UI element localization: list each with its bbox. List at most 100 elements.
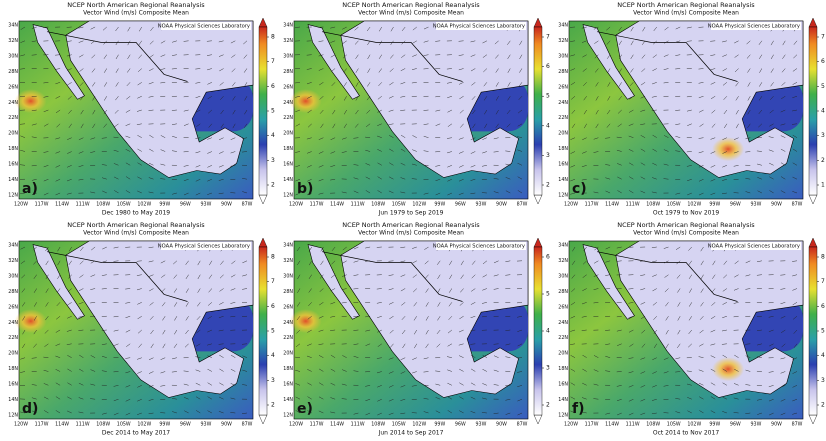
wind-arrow bbox=[792, 316, 798, 320]
wind-max bbox=[712, 137, 745, 162]
wind-arrow bbox=[342, 246, 347, 251]
wind-arrow bbox=[780, 123, 786, 126]
wind-arrow bbox=[45, 288, 49, 293]
wind-arrow bbox=[605, 370, 611, 372]
lon-label: 117W bbox=[310, 422, 324, 428]
wind-arrow bbox=[160, 40, 166, 44]
panel-label: b) bbox=[297, 181, 313, 197]
wind-arrow bbox=[92, 109, 96, 115]
wind-arrow bbox=[459, 410, 464, 414]
wind-arrow bbox=[43, 383, 49, 386]
wind-arrow bbox=[618, 68, 622, 73]
wind-arrow bbox=[758, 109, 763, 115]
wind-arrow bbox=[342, 54, 347, 59]
wind-arrow bbox=[722, 354, 728, 358]
wind-arrow bbox=[780, 412, 786, 416]
wind-arrow bbox=[663, 149, 669, 152]
wind-arrow bbox=[113, 176, 119, 180]
panel: NCEP North American Regional ReanalysisV… bbox=[283, 1, 550, 217]
wind-arrow bbox=[792, 302, 798, 306]
wind-arrow bbox=[365, 136, 371, 138]
wind-arrow bbox=[652, 302, 657, 306]
lat-label: 14N bbox=[283, 177, 293, 183]
wind-arrow bbox=[483, 68, 488, 73]
wind-arrow bbox=[628, 357, 634, 359]
wind-arrow bbox=[652, 82, 657, 85]
wind-arrow bbox=[699, 343, 704, 347]
wind-arrow bbox=[171, 371, 177, 373]
wind-arrow bbox=[628, 123, 634, 126]
wind-arrow bbox=[377, 315, 382, 319]
wind-arrow bbox=[101, 412, 107, 415]
wind-arrow bbox=[630, 54, 634, 60]
wind-arrow bbox=[594, 40, 599, 44]
wind-arrow bbox=[686, 383, 692, 386]
wind-arrow bbox=[55, 192, 61, 196]
wind-arrow bbox=[570, 54, 576, 57]
wind-arrow bbox=[616, 385, 622, 387]
wind-arrow bbox=[710, 329, 716, 333]
wind-arrow bbox=[148, 274, 154, 277]
wind-arrow bbox=[746, 54, 751, 59]
wind-arrow bbox=[101, 398, 107, 401]
wind-arrow bbox=[22, 343, 26, 349]
wind-arrow bbox=[114, 123, 119, 127]
wind-arrow bbox=[710, 368, 716, 372]
wind-arrow bbox=[792, 68, 798, 72]
wind-arrow bbox=[780, 302, 786, 305]
wind-arrow bbox=[495, 68, 499, 73]
wind-arrow bbox=[295, 109, 301, 113]
panel-title: NCEP North American Regional Reanalysis bbox=[67, 1, 205, 9]
wind-arrow bbox=[688, 343, 692, 348]
lon-label: 117W bbox=[310, 202, 324, 208]
wind-arrow bbox=[355, 68, 359, 73]
wind-arrow bbox=[605, 412, 611, 415]
colorbar-bottom bbox=[258, 414, 268, 425]
wind-arrow bbox=[593, 26, 599, 30]
wind-arrow bbox=[664, 40, 669, 44]
lon-label: 108W bbox=[96, 202, 110, 208]
wind-arrow bbox=[195, 369, 201, 372]
wind-arrow bbox=[745, 178, 751, 180]
wind-arrow bbox=[411, 82, 417, 84]
wind-arrow bbox=[792, 148, 798, 152]
wind-arrow bbox=[242, 191, 248, 194]
wind-arrow bbox=[55, 329, 61, 333]
lon-label: 111W bbox=[76, 202, 90, 208]
wind-arrow bbox=[733, 412, 739, 414]
wind-arrow bbox=[309, 260, 312, 266]
wind-arrow bbox=[219, 274, 224, 279]
wind-arrow bbox=[470, 315, 476, 319]
wind-arrow bbox=[412, 26, 417, 31]
wind-arrow bbox=[437, 260, 441, 265]
wind-arrow bbox=[353, 164, 359, 166]
wind-arrow bbox=[459, 368, 464, 372]
wind-arrow bbox=[698, 178, 704, 182]
wind-arrow bbox=[294, 26, 301, 28]
lat-label: 26N bbox=[558, 304, 568, 310]
wind-arrow bbox=[67, 68, 72, 71]
land bbox=[340, 20, 529, 178]
wind-arrow bbox=[66, 40, 72, 42]
wind-arrow bbox=[493, 384, 499, 386]
colorbar-label: 2 bbox=[546, 402, 550, 409]
wind-arrow bbox=[630, 40, 634, 46]
wind-arrow bbox=[652, 357, 657, 361]
wind-arrow bbox=[506, 109, 511, 115]
wind-arrow bbox=[365, 149, 371, 152]
wind-arrow bbox=[160, 385, 166, 387]
wind-arrow bbox=[207, 368, 213, 372]
wind-arrow bbox=[161, 302, 166, 307]
wind-arrow bbox=[330, 397, 336, 400]
wind-arrow bbox=[377, 385, 382, 388]
wind-arrow bbox=[149, 134, 154, 138]
wind-arrow bbox=[710, 82, 716, 85]
wind-arrow bbox=[102, 26, 107, 31]
wind-arrow bbox=[570, 40, 576, 42]
wind-arrow bbox=[756, 398, 762, 401]
wind-arrow bbox=[663, 385, 669, 387]
wind-arrow bbox=[792, 288, 798, 291]
wind-arrow bbox=[208, 288, 213, 293]
wind-arrow bbox=[353, 329, 359, 331]
wind-arrow bbox=[507, 68, 511, 73]
